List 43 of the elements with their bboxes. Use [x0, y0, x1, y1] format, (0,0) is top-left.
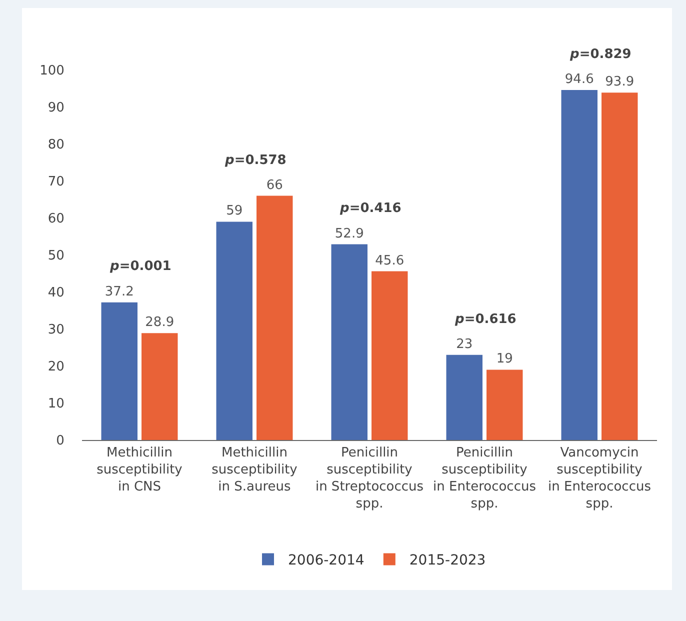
bar: [142, 333, 178, 440]
bar: [561, 90, 598, 440]
data-label: 28.9: [145, 315, 174, 330]
bar: [372, 271, 408, 440]
bar: [256, 196, 293, 440]
bar: [101, 302, 138, 440]
y-tick-label: 70: [48, 174, 64, 190]
y-tick-label: 90: [48, 100, 64, 116]
y-tick-label: 100: [40, 64, 64, 79]
y-tick-label: 0: [56, 434, 64, 449]
data-label: 94.6: [564, 72, 594, 87]
bar: [486, 370, 523, 440]
bar: [216, 222, 252, 440]
x-tick-label: Vancomycin susceptibility in Enterococcus spp.: [548, 446, 652, 512]
y-tick-label: 40: [48, 286, 64, 301]
data-label: 59: [226, 204, 243, 219]
x-tick-label: Methicillin susceptibility in S.aureus: [212, 446, 298, 494]
data-label: 37.2: [104, 284, 134, 300]
data-label: 45.6: [375, 253, 404, 268]
annotation: p=0.578: [224, 153, 286, 168]
bar: [602, 92, 638, 440]
data-label: 93.9: [605, 74, 634, 90]
data-label: 23: [456, 336, 473, 352]
x-tick-label: Methicillin susceptibility in CNS: [96, 446, 183, 494]
data-label: 66: [266, 178, 283, 193]
y-tick-label: 80: [48, 138, 64, 153]
data-label: 52.9: [334, 226, 364, 242]
y-tick-label: 60: [48, 212, 64, 227]
legend-label: 2006-2014: [288, 552, 364, 569]
y-tick-label: 10: [48, 396, 64, 412]
data-label: 19: [496, 352, 513, 367]
bar: [446, 354, 482, 440]
annotation: p=0.416: [339, 201, 402, 216]
text: p=0.829: [569, 47, 632, 62]
legend-label: 2015-2023: [409, 552, 486, 569]
bar: [331, 244, 368, 440]
annotation: p=0.616: [454, 312, 516, 327]
y-tick-label: 30: [48, 322, 64, 338]
y-tick-label: 20: [48, 360, 64, 375]
annotation: p=0.001: [109, 259, 172, 274]
x-tick-label: Penicillin susceptibility in Enterococcus spp.: [433, 446, 536, 512]
x-tick-label: Penicillin susceptibility in Streptococcus spp.: [315, 446, 424, 512]
y-tick-label: 50: [48, 248, 64, 264]
